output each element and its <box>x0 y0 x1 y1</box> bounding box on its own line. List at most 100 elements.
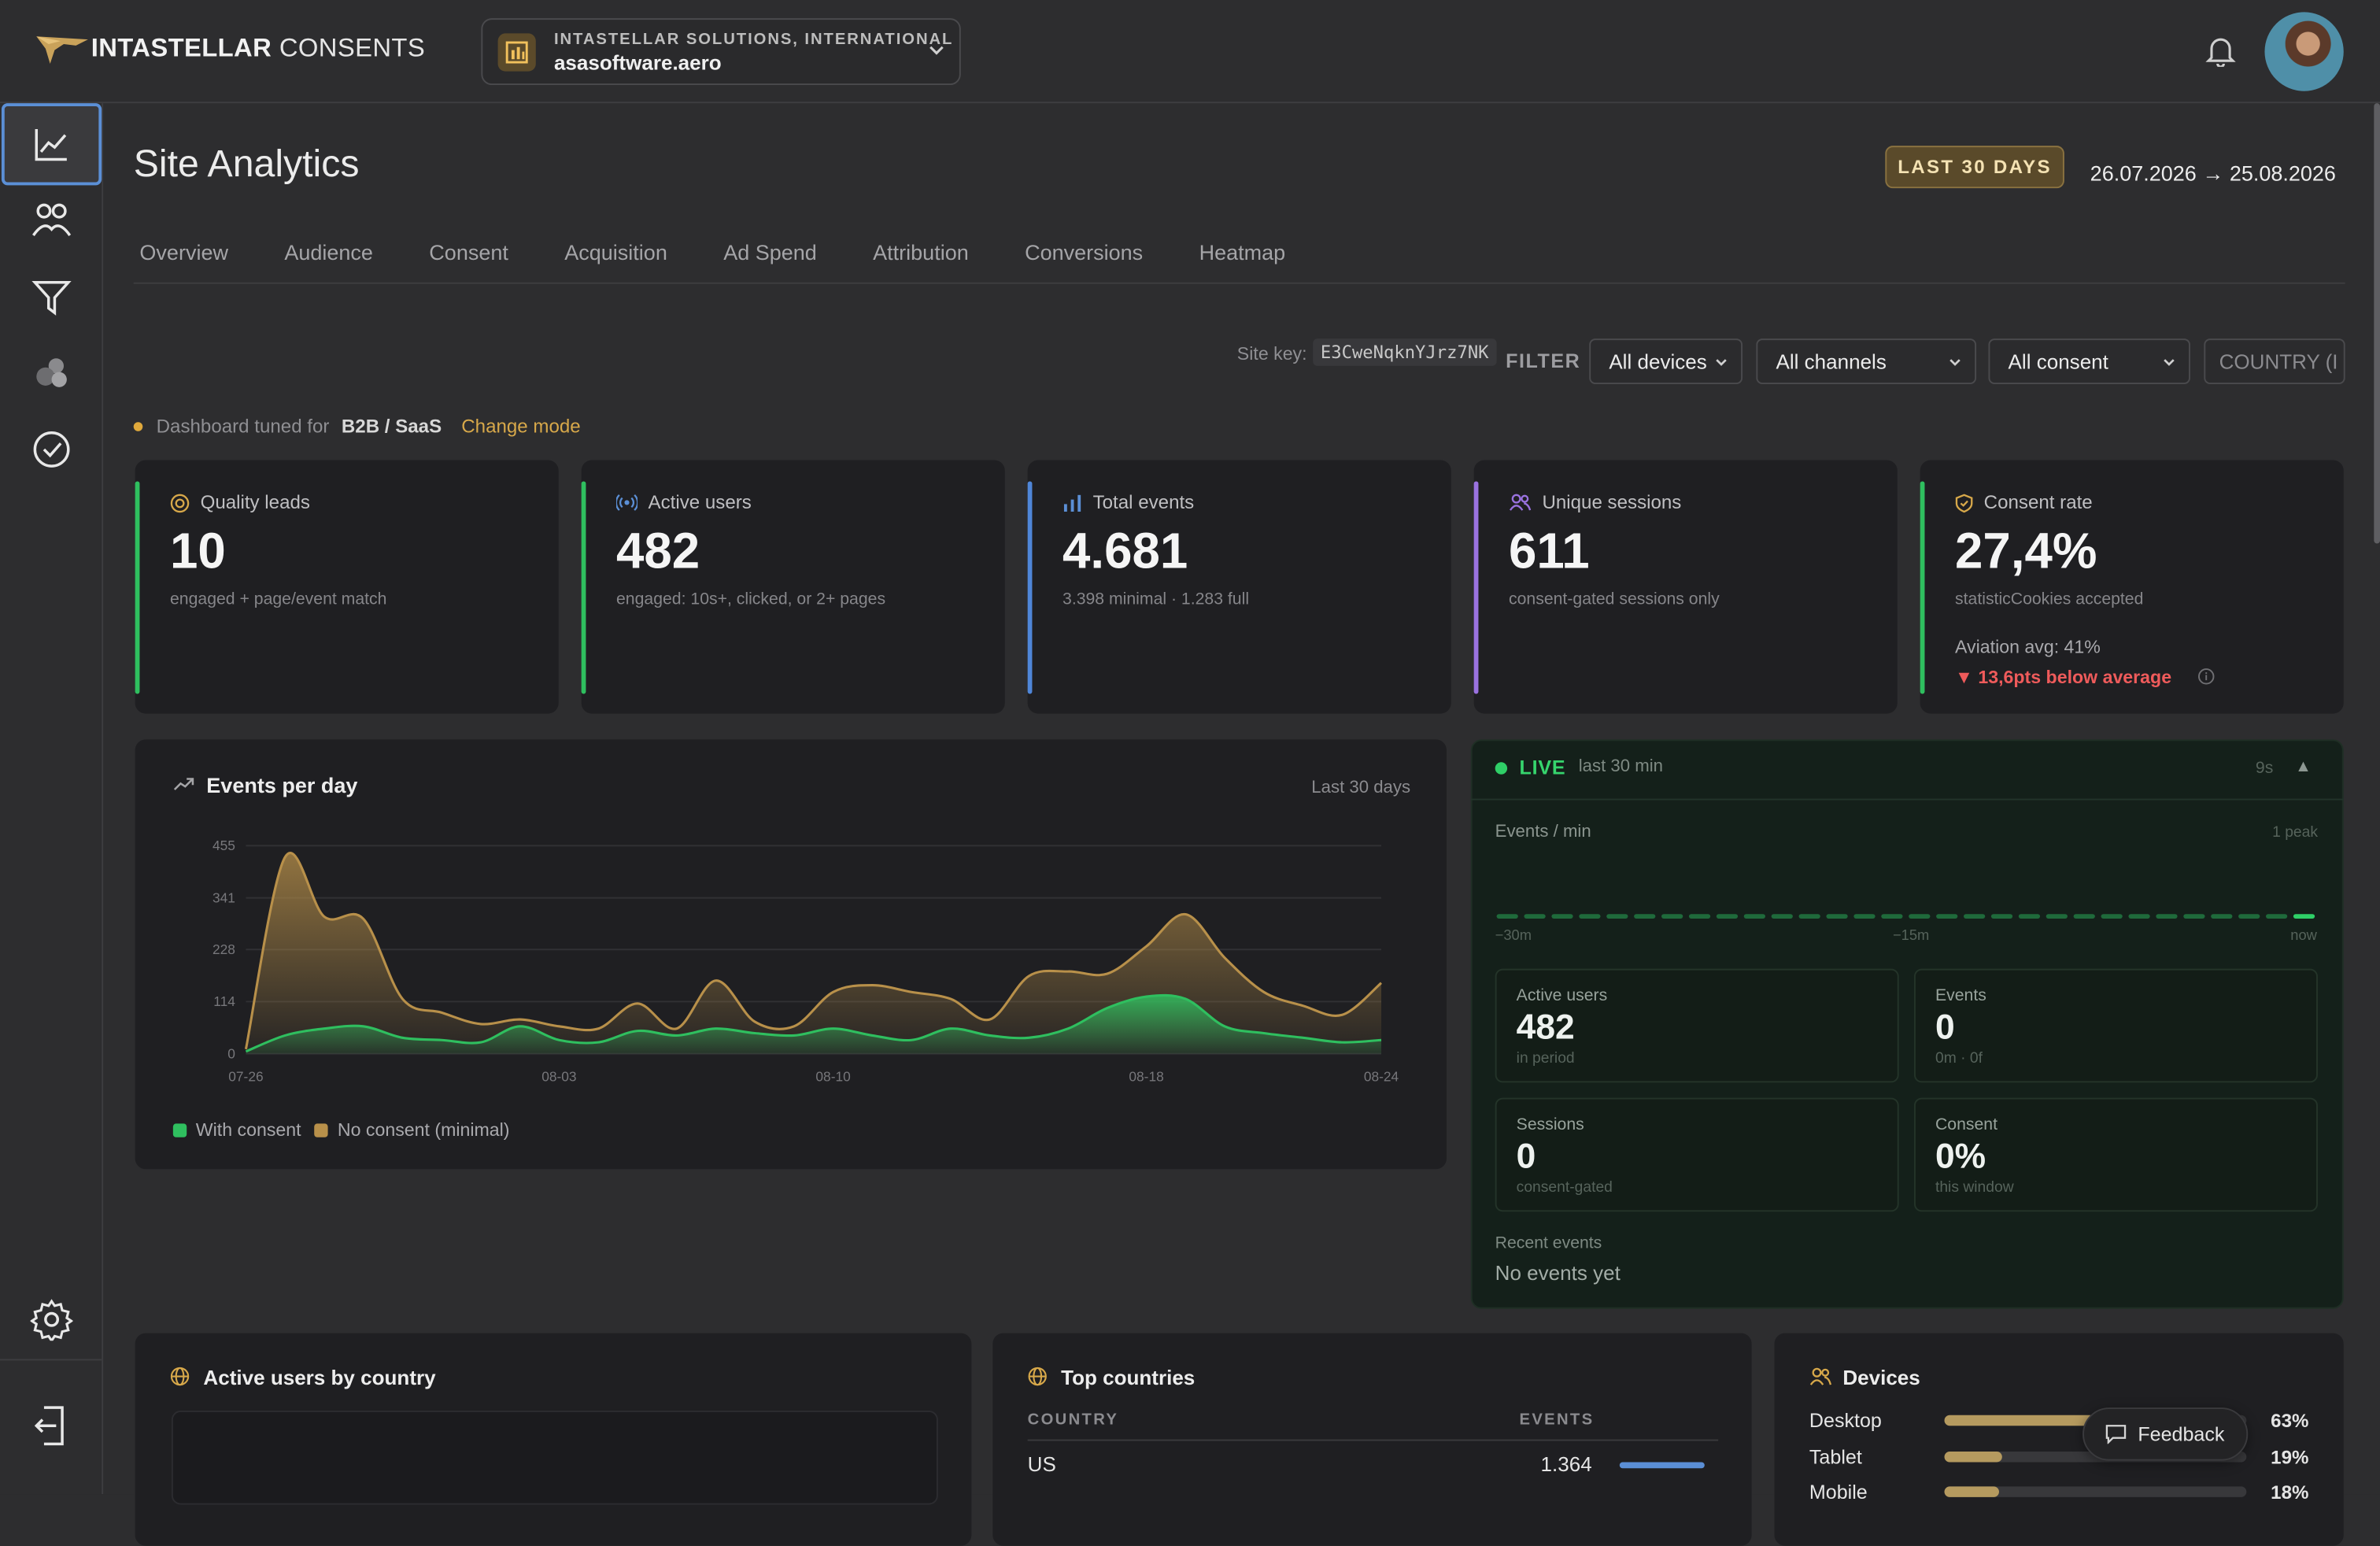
data-point[interactable] <box>985 1015 995 1024</box>
change-mode-link[interactable]: Change mode <box>461 416 581 438</box>
tab-conversions[interactable]: Conversions <box>1025 239 1144 264</box>
kpi-card-consent-rate[interactable]: Consent rate 27,4% statisticCookies acce… <box>1920 460 2344 714</box>
data-point[interactable] <box>1025 971 1034 981</box>
data-point[interactable] <box>1299 1034 1308 1043</box>
data-point[interactable] <box>593 1024 603 1034</box>
data-point[interactable] <box>398 1034 408 1043</box>
range-badge[interactable]: LAST 30 DAYS <box>1885 146 2064 189</box>
kpi-card-active-users[interactable]: Active users 482 engaged: 10s+, clicked,… <box>581 460 1005 714</box>
world-map[interactable] <box>171 1410 938 1505</box>
data-point[interactable] <box>1377 978 1386 988</box>
tab-acquisition[interactable]: Acquisition <box>564 239 667 264</box>
sidebar-item-funnel[interactable] <box>0 260 102 335</box>
data-point[interactable] <box>868 1031 878 1041</box>
data-point[interactable] <box>907 1035 916 1045</box>
kpi-card-quality-leads[interactable]: Quality leads 10 engaged + page/event ma… <box>135 460 559 714</box>
country-input[interactable]: COUNTRY (I <box>2204 338 2345 385</box>
data-point[interactable] <box>359 1022 368 1031</box>
tab-audience[interactable]: Audience <box>284 239 373 264</box>
data-point[interactable] <box>1181 994 1191 1004</box>
data-point[interactable] <box>789 1031 799 1041</box>
tab-consent[interactable]: Consent <box>429 239 508 264</box>
events-area-chart[interactable]: 0 114 228 341 455 07-26 08-03 08-10 08-18 08-24 <box>167 827 1411 1093</box>
data-point[interactable] <box>555 1022 564 1031</box>
data-point[interactable] <box>946 1024 955 1034</box>
data-point[interactable] <box>1377 1035 1386 1045</box>
devices-select[interactable]: All devices <box>1589 338 1743 385</box>
data-point[interactable] <box>516 1022 525 1031</box>
avatar[interactable] <box>2264 12 2344 91</box>
data-point[interactable] <box>750 1017 759 1026</box>
data-point[interactable] <box>1220 1022 1229 1031</box>
series-area-0 <box>246 995 1382 1054</box>
data-point[interactable] <box>711 1024 721 1034</box>
data-point[interactable] <box>829 987 838 997</box>
tab-heatmap[interactable]: Heatmap <box>1199 239 1286 264</box>
channels-select[interactable]: All channels <box>1756 338 1977 385</box>
data-point[interactable] <box>476 1019 486 1029</box>
tab-ad-spend[interactable]: Ad Spend <box>723 239 817 264</box>
data-point[interactable] <box>711 976 721 986</box>
data-point[interactable] <box>1025 1034 1034 1043</box>
data-point[interactable] <box>868 981 878 990</box>
data-point[interactable] <box>1142 992 1151 1001</box>
data-point[interactable] <box>633 1026 642 1036</box>
site-switcher[interactable]: INTASTELLAR SOLUTIONS, INTERNATIONAL asa… <box>481 18 961 86</box>
data-point[interactable] <box>985 1031 995 1041</box>
data-point[interactable] <box>1103 969 1112 978</box>
feedback-button[interactable]: Feedback <box>2082 1407 2249 1461</box>
data-point[interactable] <box>1063 1024 1073 1034</box>
collapse-icon[interactable]: ▲ <box>2295 757 2312 776</box>
sidebar-item-segments[interactable] <box>0 335 102 411</box>
data-point[interactable] <box>750 1029 759 1038</box>
sidebar-item-analytics[interactable] <box>1 103 102 186</box>
data-point[interactable] <box>1063 967 1073 976</box>
brand-logo[interactable]: INTASTELLAR CONSENTS <box>33 31 425 67</box>
data-point[interactable] <box>946 994 955 1004</box>
tab-attribution[interactable]: Attribution <box>873 239 969 264</box>
data-point[interactable] <box>359 915 368 924</box>
live-indicator-dot <box>1495 762 1508 775</box>
sidebar-item-audience[interactable] <box>0 183 102 259</box>
data-point[interactable] <box>633 999 642 1008</box>
data-point[interactable] <box>1220 953 1229 963</box>
sparkline-bar <box>1524 914 1546 919</box>
data-point[interactable] <box>320 1024 329 1034</box>
x-tick-label: 08-18 <box>1129 1068 1163 1084</box>
sidebar-item-settings[interactable] <box>0 1282 102 1357</box>
kpi-card-total-events[interactable]: Total events 4.681 3.398 minimal · 1.283… <box>1027 460 1451 714</box>
sidebar-item-logout[interactable] <box>0 1388 102 1463</box>
sparkline-bar <box>1771 914 1793 919</box>
data-point[interactable] <box>1142 941 1151 951</box>
data-point[interactable] <box>1103 1004 1112 1013</box>
info-icon[interactable] <box>2197 668 2215 685</box>
data-point[interactable] <box>280 853 290 862</box>
bell-icon[interactable] <box>2204 33 2237 67</box>
scrollbar[interactable] <box>2374 103 2380 544</box>
kpi-card-unique-sessions[interactable]: Unique sessions 611 consent-gated sessio… <box>1473 460 1898 714</box>
data-point[interactable] <box>1337 1037 1347 1047</box>
kpi-value: 10 <box>170 522 226 579</box>
sidebar-item-consent[interactable] <box>0 412 102 487</box>
data-point[interactable] <box>907 987 916 997</box>
data-point[interactable] <box>437 1008 446 1018</box>
data-point[interactable] <box>320 912 329 922</box>
data-point[interactable] <box>437 1035 446 1045</box>
data-point[interactable] <box>1181 910 1191 919</box>
consent-select[interactable]: All consent <box>1988 338 2190 385</box>
tabs-divider <box>133 282 2345 284</box>
data-point[interactable] <box>555 1035 564 1045</box>
data-point[interactable] <box>1337 1011 1347 1020</box>
data-point[interactable] <box>1259 1029 1269 1038</box>
data-point[interactable] <box>398 994 408 1004</box>
data-point[interactable] <box>476 1037 486 1047</box>
data-point[interactable] <box>593 1037 603 1047</box>
data-point[interactable] <box>829 1024 838 1034</box>
data-point[interactable] <box>242 1047 251 1056</box>
data-point[interactable] <box>1259 987 1269 997</box>
tab-overview[interactable]: Overview <box>139 239 228 264</box>
data-point[interactable] <box>789 1022 799 1031</box>
data-point[interactable] <box>672 1031 682 1041</box>
data-point[interactable] <box>1299 1001 1308 1011</box>
data-point[interactable] <box>280 1031 290 1041</box>
